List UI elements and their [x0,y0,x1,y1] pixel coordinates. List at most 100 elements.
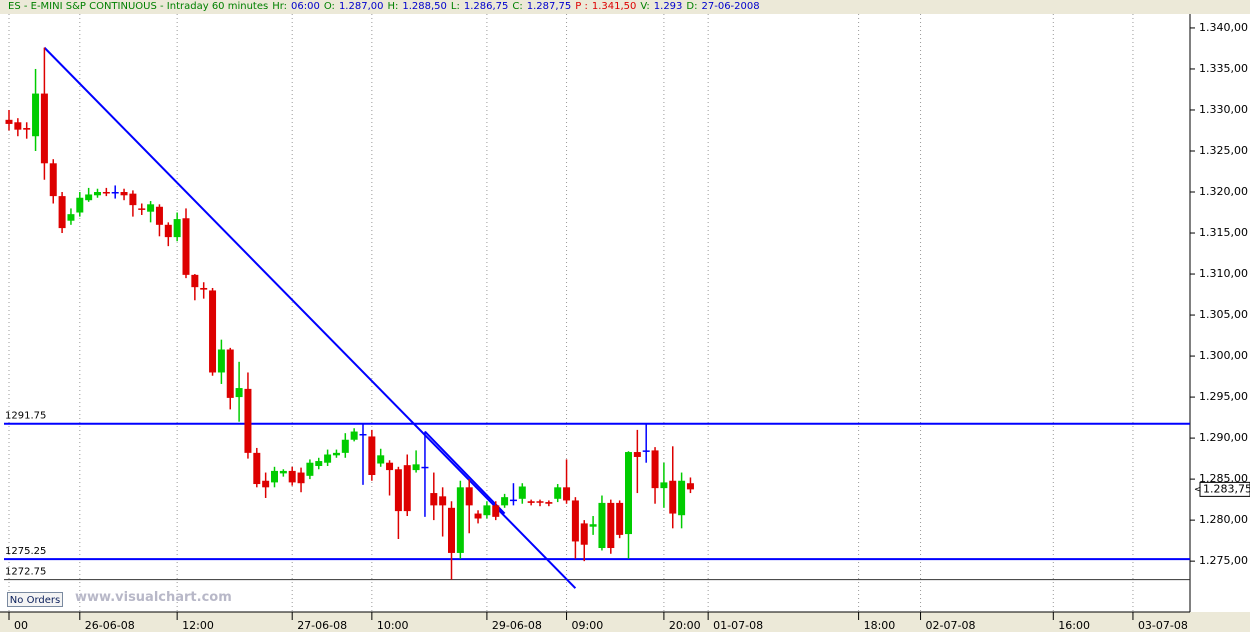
candle-body [200,287,208,290]
x-tick-label: 01-07-08 [713,619,763,632]
header-value: 27-06-2008 [701,1,760,12]
candle-body [94,192,101,196]
candle-body [633,452,641,457]
candle-body [332,452,340,456]
candle-body [456,487,464,553]
candle-body [625,452,632,535]
x-tick-label: 00 [14,619,28,632]
candle-body [483,505,491,516]
candle-body [76,197,84,213]
header-value: 1.287,75 [526,1,572,12]
trendline [424,430,506,515]
y-tick-label: 1.295,00 [1199,390,1248,403]
x-tick-label: 10:00 [377,619,409,632]
watermark: www.visualchart.com [75,590,232,605]
candle-body [324,454,332,463]
header-value: 1.288,50 [402,1,447,12]
candle-body [377,455,385,464]
y-tick-label: 1.340,00 [1199,21,1248,34]
y-tick-label: 1.320,00 [1199,185,1248,198]
header-bar: ES - E-MINI S&P CONTINUOUS - Intraday 60… [0,0,1250,14]
candle-body [359,433,367,436]
candle-body [412,464,420,471]
candle-body [421,466,429,469]
candle-body [651,450,659,489]
candle-body [191,274,199,288]
header-label: L: [450,1,460,12]
candle-body [616,502,624,535]
candle-body [235,388,243,398]
candle-body [40,93,48,164]
candle-body [518,486,526,499]
candle-body [686,483,694,490]
y-tick-label: 1.335,00 [1199,62,1248,75]
candle-body [669,480,677,514]
candle-body [509,499,517,502]
y-tick-label: 1.275,00 [1199,554,1248,567]
candle-body [501,497,509,506]
candle-body [403,465,411,512]
candle-body [120,192,128,196]
header-label: P : [575,1,588,12]
x-tick-label: 29-06-08 [492,619,542,632]
candle-body [5,119,13,124]
header-value: 1.286,75 [463,1,509,12]
x-tick-label: 03-07-08 [1138,619,1188,632]
candle-body [492,505,500,517]
candle-body [589,524,597,527]
candle-body [147,204,155,212]
candle-body [67,214,75,221]
x-tick-label: 27-06-08 [297,619,347,632]
candle-body [465,487,473,506]
candle-body [14,122,22,130]
header-value: 1.341,50 [591,1,637,12]
candle-body [85,194,93,201]
candle-body [129,193,137,206]
header-label: Hr: [272,1,288,12]
x-tick-label: 02-07-08 [926,619,976,632]
candle-body [271,470,278,483]
candle-body [439,496,447,506]
y-tick-label: 1.285,00 [1199,472,1248,485]
candle-body [306,462,314,476]
candle-body [244,388,252,453]
candle-body [217,349,225,373]
candle-body [164,224,172,238]
candle-body [678,480,686,516]
y-tick-label: 1.325,00 [1199,144,1248,157]
candle-body [226,349,234,398]
candle-body [545,502,553,504]
candle-body [102,192,110,194]
last-price-box [1199,481,1250,497]
trendline [43,46,577,589]
header-label: V: [640,1,650,12]
candle-body [430,493,438,506]
candle-body [315,461,323,466]
header-label: O: [323,1,335,12]
candle-body [138,208,146,210]
orders-button[interactable]: No Orders [7,592,63,607]
header-label: C: [512,1,523,12]
header-value: 1.287,00 [338,1,384,12]
x-tick-label: 20:00 [669,619,701,632]
x-tick-label: 26-06-08 [85,619,135,632]
level-label: 1275.25 [5,546,46,557]
header-title: ES - E-MINI S&P CONTINUOUS - Intraday 60… [8,1,269,12]
candle-body [32,93,40,137]
header-value: 1.293 [653,1,683,12]
y-tick-label: 1.290,00 [1199,431,1248,444]
last-price-arrow: < [1194,485,1202,495]
candle-body [209,290,217,373]
candle-body [642,450,650,452]
y-tick-label: 1.310,00 [1199,267,1248,280]
candle-body [607,502,615,549]
y-tick-label: 1.315,00 [1199,226,1248,239]
candle-body [536,501,544,503]
candle-body [23,128,31,130]
header-label: D: [686,1,698,12]
candle-body [297,472,305,484]
candle-body [368,436,376,476]
candle-body [58,196,66,229]
header-label: H: [387,1,399,12]
